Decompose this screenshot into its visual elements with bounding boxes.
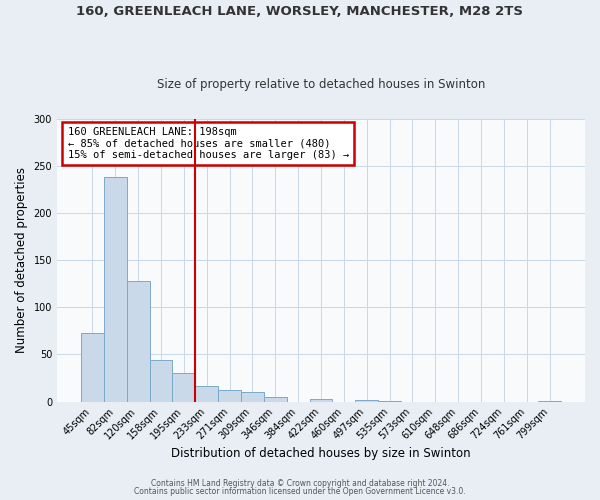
Bar (196, 386, 218, 402)
Title: Size of property relative to detached houses in Swinton: Size of property relative to detached ho… (157, 78, 485, 91)
Bar (149, 360, 172, 402)
Y-axis label: Number of detached properties: Number of detached properties (15, 167, 28, 353)
Bar (172, 374, 196, 402)
Bar (355, 400, 378, 402)
Bar (378, 400, 401, 402)
Bar (104, 177, 127, 402)
Bar (241, 392, 264, 402)
Bar (264, 397, 287, 402)
Text: 160, GREENLEACH LANE, WORSLEY, MANCHESTER, M28 2TS: 160, GREENLEACH LANE, WORSLEY, MANCHESTE… (77, 5, 523, 18)
Bar (310, 399, 332, 402)
X-axis label: Distribution of detached houses by size in Swinton: Distribution of detached houses by size … (171, 447, 471, 460)
Text: 160 GREENLEACH LANE: 198sqm
← 85% of detached houses are smaller (480)
15% of se: 160 GREENLEACH LANE: 198sqm ← 85% of det… (68, 127, 349, 160)
Text: Contains HM Land Registry data © Crown copyright and database right 2024.: Contains HM Land Registry data © Crown c… (151, 478, 449, 488)
Bar (538, 400, 561, 402)
Text: Contains public sector information licensed under the Open Government Licence v3: Contains public sector information licen… (134, 487, 466, 496)
Bar (127, 281, 149, 402)
Bar (218, 390, 241, 402)
Bar (81, 333, 104, 402)
